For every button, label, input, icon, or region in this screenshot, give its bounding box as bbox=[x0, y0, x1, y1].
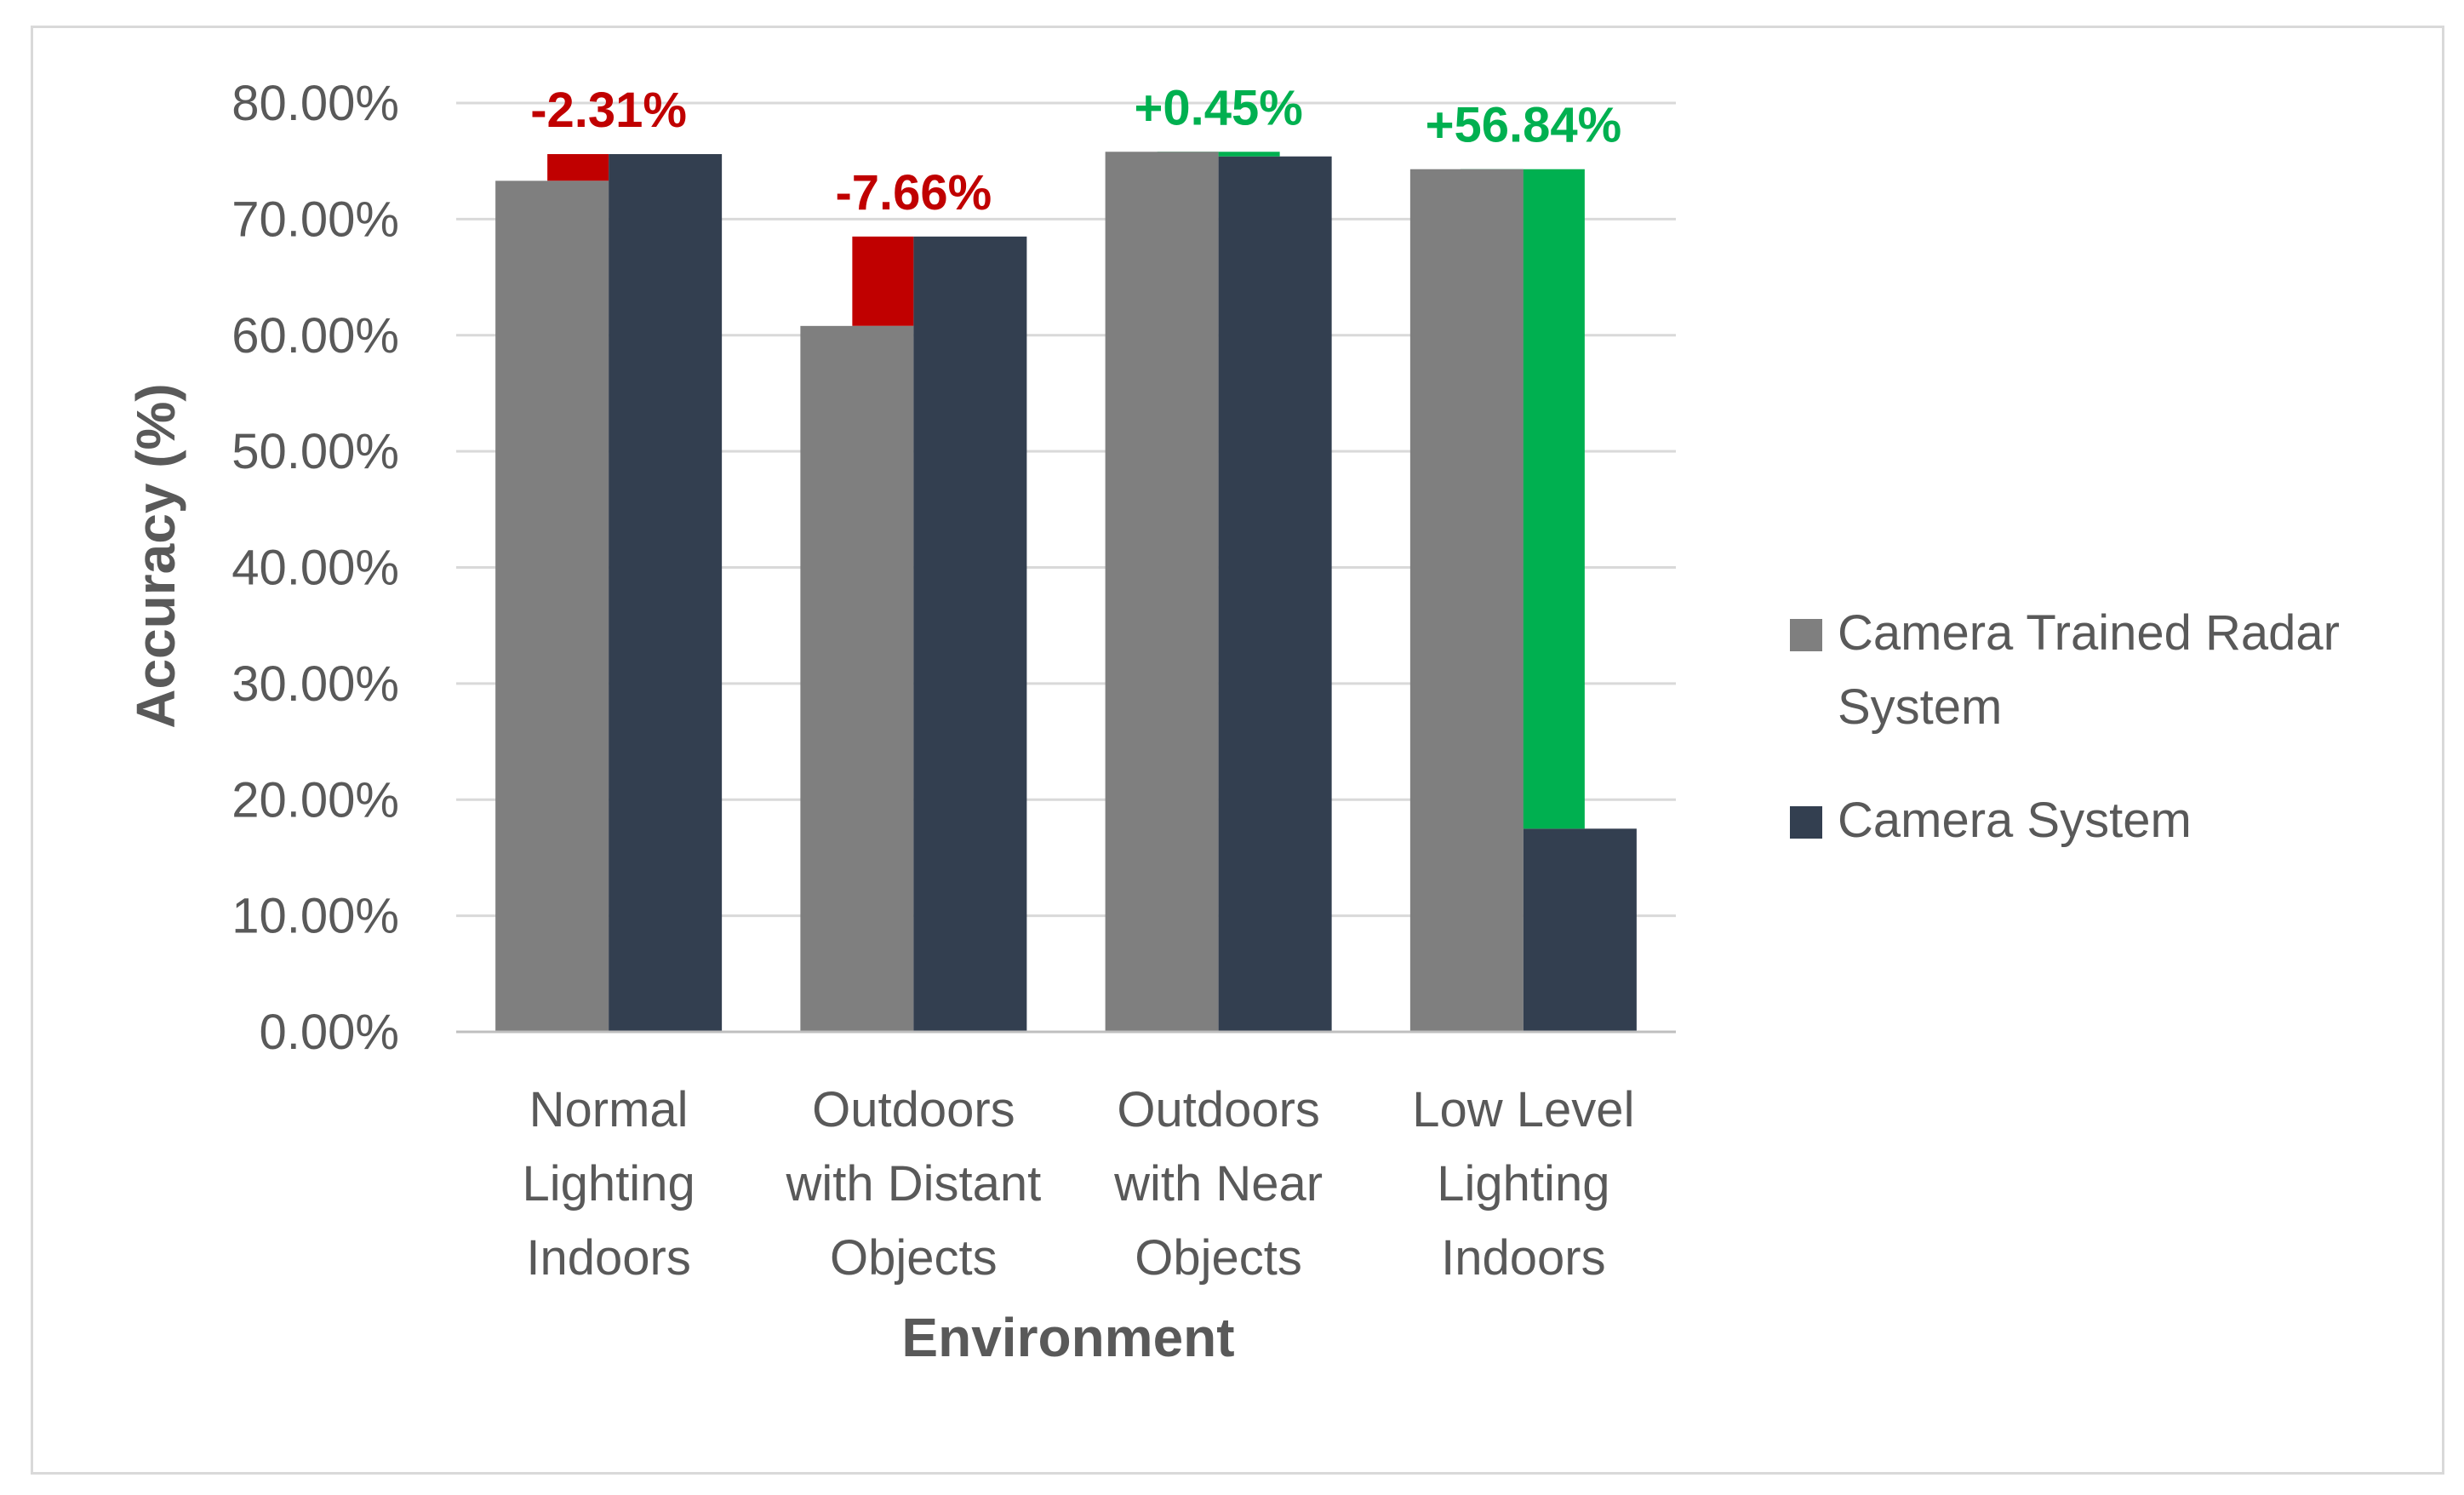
difference-label: -2.31% bbox=[530, 83, 687, 138]
difference-bar bbox=[1218, 152, 1280, 157]
bar-camera-system bbox=[1218, 156, 1332, 1032]
legend: Camera Trained Radar System Camera System bbox=[1790, 605, 2340, 848]
y-tick-label: 10.00% bbox=[232, 889, 399, 944]
y-tick-label: 60.00% bbox=[232, 308, 399, 364]
y-tick-label: 40.00% bbox=[232, 541, 399, 596]
difference-bar bbox=[852, 236, 914, 326]
difference-bar bbox=[1523, 169, 1585, 829]
labels: 0.00% 10.00% 20.00% 30.00% 40.00% 50.00% 60.00… bbox=[232, 76, 1634, 1286]
legend-label: Camera System bbox=[1838, 793, 2192, 848]
y-tick-label: 20.00% bbox=[232, 772, 399, 828]
bar-camera-system bbox=[913, 236, 1027, 1032]
legend-swatch bbox=[1790, 619, 1822, 651]
difference-label: +0.45% bbox=[1134, 80, 1302, 135]
x-category-label: Objects bbox=[830, 1230, 998, 1286]
x-category-label: Indoors bbox=[526, 1230, 690, 1286]
difference-label: -7.66% bbox=[835, 165, 992, 221]
bar-camera-trained-radar bbox=[495, 180, 609, 1033]
y-axis-title: Accuracy (%) bbox=[125, 383, 186, 729]
y-tick-label: 80.00% bbox=[232, 76, 399, 131]
y-tick-label: 50.00% bbox=[232, 424, 399, 479]
bar-camera-trained-radar bbox=[800, 325, 914, 1033]
x-category-label: Lighting bbox=[1437, 1156, 1609, 1211]
bar-camera-trained-radar bbox=[1105, 152, 1219, 1033]
chart-frame: 0.00% 10.00% 20.00% 30.00% 40.00% 50.00% 60.00… bbox=[31, 26, 2444, 1475]
x-category-label: Lighting bbox=[523, 1156, 695, 1211]
x-category-label: with Near bbox=[1113, 1156, 1323, 1211]
x-axis-title: Environment bbox=[901, 1307, 1234, 1368]
bar-camera-trained-radar bbox=[1409, 169, 1524, 1032]
y-tick-label: 0.00% bbox=[260, 1005, 399, 1060]
x-category-label: Objects bbox=[1135, 1230, 1302, 1286]
bar-camera-system bbox=[609, 154, 723, 1032]
x-category-label: Indoors bbox=[1441, 1230, 1605, 1286]
difference-bar bbox=[547, 154, 609, 181]
y-tick-label: 70.00% bbox=[232, 192, 399, 247]
legend-swatch bbox=[1790, 806, 1822, 839]
x-category-label: with Distant bbox=[785, 1156, 1041, 1211]
x-category-label: Normal bbox=[529, 1082, 689, 1137]
y-tick-label: 30.00% bbox=[232, 656, 399, 712]
x-category-label: Low Level bbox=[1412, 1082, 1634, 1137]
bar-camera-system bbox=[1523, 828, 1637, 1032]
legend-label: System bbox=[1838, 679, 2002, 735]
difference-label: +56.84% bbox=[1426, 98, 1622, 153]
bars bbox=[495, 152, 1637, 1033]
x-category-label: Outdoors bbox=[812, 1082, 1015, 1137]
x-category-label: Outdoors bbox=[1117, 1082, 1320, 1137]
accuracy-bar-chart: 0.00% 10.00% 20.00% 30.00% 40.00% 50.00% 60.00… bbox=[125, 76, 2340, 1368]
legend-label: Camera Trained Radar bbox=[1838, 605, 2340, 661]
